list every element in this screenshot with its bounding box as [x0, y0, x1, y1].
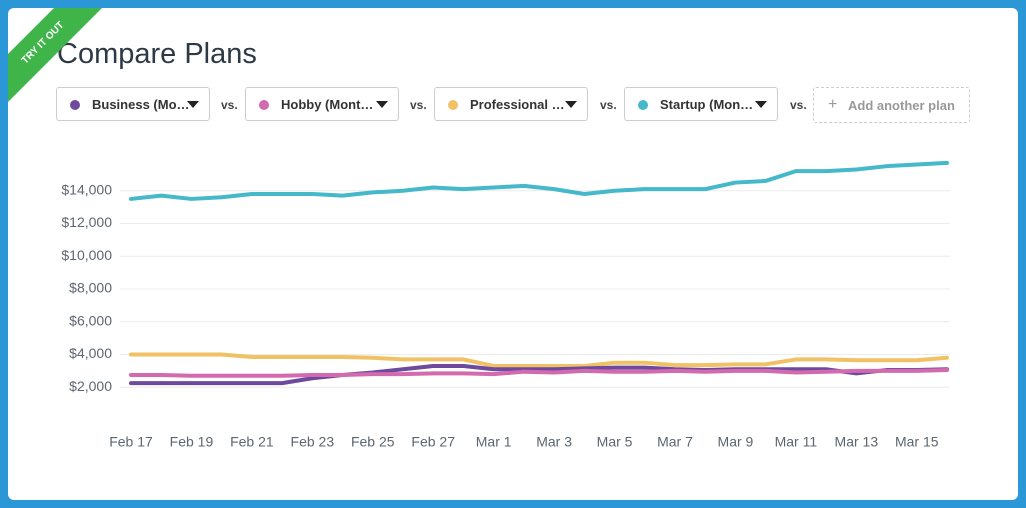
- x-tick-label: Mar 3: [536, 434, 572, 450]
- x-tick-label: Mar 9: [718, 434, 754, 450]
- x-tick-label: Mar 13: [835, 434, 879, 450]
- ribbon-band: [8, 8, 102, 102]
- legend-swatch: [448, 100, 458, 110]
- x-tick-label: Feb 19: [170, 434, 214, 450]
- x-tick-label: Feb 23: [291, 434, 335, 450]
- series-line: [129, 352, 949, 368]
- legend-swatch: [70, 100, 80, 110]
- vs-label: vs.: [221, 98, 238, 112]
- y-tick-label: $8,000: [69, 280, 112, 296]
- plan-dropdown[interactable]: Professional …: [434, 87, 588, 121]
- series-line: [129, 160, 949, 201]
- x-tick-label: Feb 27: [411, 434, 455, 450]
- legend-label: Business (Mo…: [92, 97, 190, 112]
- series-line: [129, 368, 949, 378]
- x-tick-label: Mar 7: [657, 434, 693, 450]
- x-tick-label: Feb 21: [230, 434, 274, 450]
- x-tick-label: Feb 25: [351, 434, 395, 450]
- add-plan-label: Add another plan: [848, 98, 955, 113]
- add-plan-button[interactable]: + Add another plan: [813, 87, 970, 123]
- plus-icon: +: [828, 96, 838, 113]
- page-title: Compare Plans: [57, 38, 257, 70]
- y-tick-label: $12,000: [61, 214, 112, 230]
- plan-dropdown[interactable]: Hobby (Mont…: [245, 87, 399, 121]
- y-tick-label: $4,000: [69, 345, 112, 361]
- legend-label: Hobby (Mont…: [281, 97, 374, 112]
- legend-swatch: [259, 100, 269, 110]
- x-tick-label: Mar 15: [895, 434, 939, 450]
- y-tick-label: $6,000: [69, 312, 112, 328]
- vs-label: vs.: [600, 98, 617, 112]
- series-line: [129, 363, 949, 386]
- legend-label: Startup (Mon…: [660, 97, 754, 112]
- x-tick-label: Mar 1: [476, 434, 512, 450]
- x-tick-label: Feb 17: [109, 434, 153, 450]
- x-tick-label: Mar 11: [775, 434, 818, 450]
- y-tick-label: $14,000: [61, 181, 112, 197]
- legend-label: Professional …: [470, 97, 565, 112]
- y-tick-label: $10,000: [61, 247, 112, 263]
- dropdown-caret: [565, 101, 577, 108]
- plan-dropdown[interactable]: Business (Mo…: [56, 87, 210, 121]
- dropdown-caret: [755, 101, 767, 108]
- vs-label: vs.: [790, 98, 807, 112]
- plan-dropdown[interactable]: Startup (Mon…: [624, 87, 778, 121]
- x-tick-label: Mar 5: [597, 434, 633, 450]
- dropdown-caret: [376, 101, 388, 108]
- legend-swatch: [638, 100, 648, 110]
- y-tick-label: $2,000: [69, 378, 112, 394]
- vs-label: vs.: [410, 98, 427, 112]
- dropdown-caret: [187, 101, 199, 108]
